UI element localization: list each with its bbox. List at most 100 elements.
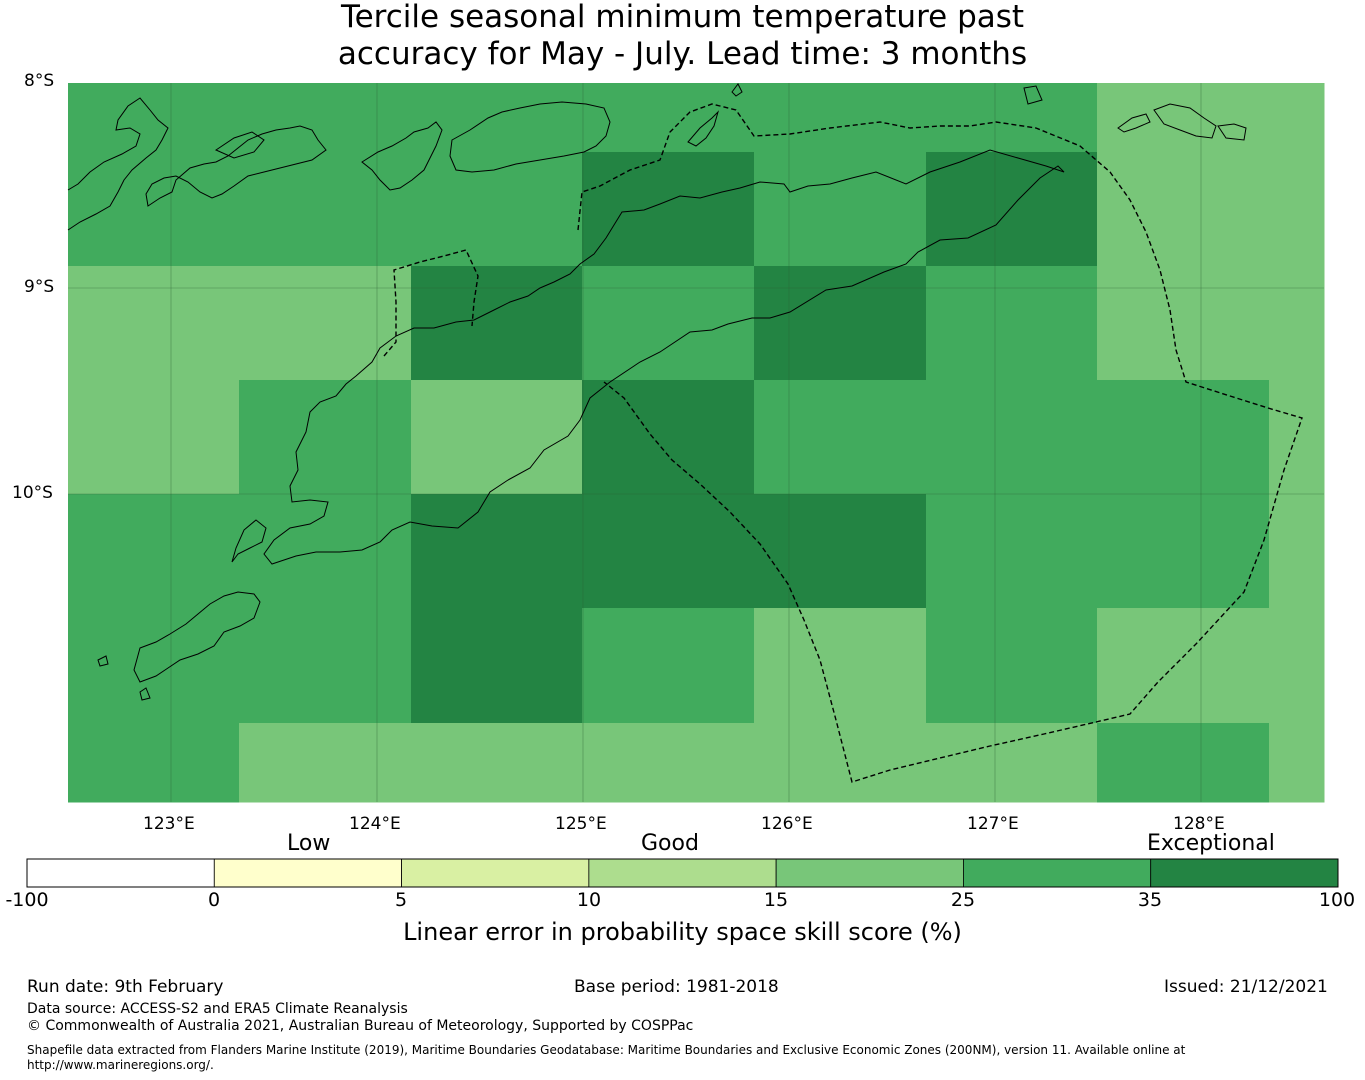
lat-label-9s: 9°S xyxy=(24,277,55,297)
lat-label-8s: 8°S xyxy=(24,71,55,91)
small-island-3 xyxy=(1117,113,1151,133)
alor-coastline xyxy=(361,121,443,191)
grid-cell-6-5 xyxy=(926,723,1098,803)
grid-cell-6-2 xyxy=(411,723,583,803)
colorbar-bin-0 xyxy=(26,858,215,888)
grid-cell-3-0 xyxy=(68,380,240,495)
wetar-coastline xyxy=(449,101,611,173)
grid-cell-6-3 xyxy=(582,723,755,803)
savu-coastline xyxy=(231,519,267,563)
grid-cell-1-2 xyxy=(411,152,583,267)
grid-cell-0-2 xyxy=(411,83,583,153)
colorbar-title: Linear error in probability space skill … xyxy=(403,918,962,946)
grid-cell-2-1 xyxy=(239,266,412,381)
grid-cell-2-4 xyxy=(754,266,927,381)
grid-cell-0-5 xyxy=(926,83,1098,153)
grid-cell-3-2 xyxy=(411,380,583,495)
grid-cell-0-3 xyxy=(582,83,755,153)
grid-cell-1-6 xyxy=(1097,152,1270,267)
flores-coastline xyxy=(67,97,169,231)
shapefile-credit: Shapefile data extracted from Flanders M… xyxy=(27,1043,1186,1057)
small-island-5 xyxy=(1217,123,1247,141)
grid-cell-2-3 xyxy=(582,266,755,381)
category-exceptional: Exceptional xyxy=(1147,831,1275,856)
lon-label-125e: 125°E xyxy=(555,814,607,834)
grid-cell-1-1 xyxy=(239,152,412,267)
grid-cell-5-7 xyxy=(1269,608,1325,724)
maritime-boundary xyxy=(383,103,1303,783)
roti-coastline xyxy=(97,655,109,667)
colorbar-bin-5 xyxy=(963,858,1152,888)
atauro-coastline xyxy=(687,110,720,147)
colorbar-bin-6 xyxy=(1150,858,1339,888)
colorbar-tick-0: 0 xyxy=(207,889,221,911)
grid-cell-5-5 xyxy=(926,608,1098,724)
lat-label-10s: 10°S xyxy=(12,483,53,503)
grid-cell-4-4 xyxy=(754,494,927,609)
colorbar-bin-2 xyxy=(401,858,590,888)
grid-cell-5-0 xyxy=(68,608,240,724)
grid-cell-3-4 xyxy=(754,380,927,495)
grid-cell-1-7 xyxy=(1269,152,1325,267)
colorbar-bin-4 xyxy=(775,858,964,888)
graticule xyxy=(68,83,1324,802)
skill-grid xyxy=(68,83,1325,803)
data-source: Data source: ACCESS-S2 and ERA5 Climate … xyxy=(27,1001,408,1017)
sumbawa-coastline xyxy=(145,125,327,207)
grid-cell-4-0 xyxy=(68,494,240,609)
copyright: © Commonwealth of Australia 2021, Austra… xyxy=(27,1018,694,1034)
grid-cell-3-3 xyxy=(582,380,755,495)
grid-cell-2-5 xyxy=(926,266,1098,381)
colorbar-outline xyxy=(26,858,1339,888)
colorbar-tick-minus100: -100 xyxy=(5,889,49,911)
grid-cell-1-3 xyxy=(582,152,755,267)
grid-cell-6-0 xyxy=(68,723,240,803)
category-low: Low xyxy=(287,831,331,856)
islet-b xyxy=(731,83,743,97)
colorbar-tick-10: 10 xyxy=(576,889,602,911)
grid-cell-6-7 xyxy=(1269,723,1325,803)
grid-cell-3-5 xyxy=(926,380,1098,495)
grid-cell-2-0 xyxy=(68,266,240,381)
islet-a xyxy=(139,687,151,701)
small-island-1 xyxy=(214,131,265,159)
lon-label-128e: 128°E xyxy=(1173,814,1225,834)
grid-cell-5-4 xyxy=(754,608,927,724)
shapefile-url: http://www.marineregions.org/. xyxy=(27,1058,214,1072)
grid-cell-0-1 xyxy=(239,83,412,153)
grid-cell-5-6 xyxy=(1097,608,1270,724)
colorbar-bin-3 xyxy=(588,858,777,888)
coastlines xyxy=(67,83,1247,701)
grid-cell-6-4 xyxy=(754,723,927,803)
grid-cell-6-6 xyxy=(1097,723,1270,803)
grid-cell-4-6 xyxy=(1097,494,1270,609)
grid-cell-2-7 xyxy=(1269,266,1325,381)
colorbar-tick-100: 100 xyxy=(1318,889,1356,911)
sumba-coastline xyxy=(133,591,261,683)
grid-cell-0-7 xyxy=(1269,83,1325,153)
category-good: Good xyxy=(641,831,699,856)
grid-cell-0-4 xyxy=(754,83,927,153)
lon-label-124e: 124°E xyxy=(349,814,401,834)
chart-title-line-1: Tercile seasonal minimum temperature pas… xyxy=(340,0,1025,35)
colorbar-bin-1 xyxy=(213,858,402,888)
grid-cell-4-2 xyxy=(411,494,583,609)
issued-date: Issued: 21/12/2021 xyxy=(1164,977,1328,997)
base-period: Base period: 1981-2018 xyxy=(574,977,779,997)
colorbar-tick-25: 25 xyxy=(950,889,976,911)
grid-cell-4-7 xyxy=(1269,494,1325,609)
colorbar xyxy=(26,858,1339,888)
oecusse-eez xyxy=(383,249,479,357)
lon-label-127e: 127°E xyxy=(967,814,1019,834)
grid-cell-0-6 xyxy=(1097,83,1270,153)
grid-cell-1-5 xyxy=(926,152,1098,267)
grid-cell-2-6 xyxy=(1097,266,1270,381)
colorbar-tick-15: 15 xyxy=(763,889,789,911)
grid-cell-1-4 xyxy=(754,152,927,267)
grid-cell-3-7 xyxy=(1269,380,1325,495)
chart-title-line-2: accuracy for May - July. Lead time: 3 mo… xyxy=(337,36,1028,72)
lon-label-126e: 126°E xyxy=(761,814,813,834)
run-date: Run date: 9th February xyxy=(27,977,224,997)
small-island-2 xyxy=(1023,85,1043,105)
